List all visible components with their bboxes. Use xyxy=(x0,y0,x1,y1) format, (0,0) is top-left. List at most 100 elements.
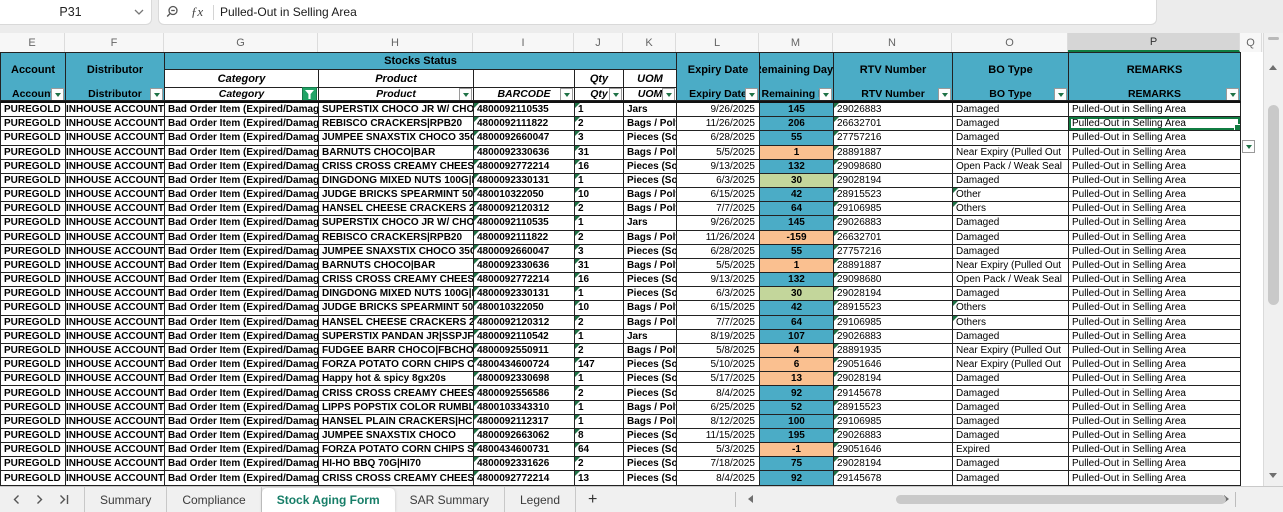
cell-category[interactable]: Bad Order Item (Expired/Damage xyxy=(165,301,319,316)
cell-account[interactable]: PUREGOLD xyxy=(1,329,66,344)
cell-barcode[interactable]: 4800092330131 xyxy=(474,287,575,302)
cell-product[interactable]: BARNUTS CHOCO|BAR xyxy=(319,258,474,274)
cell-bo_type[interactable]: Open Pack / Weak Seal xyxy=(953,159,1069,174)
cell-days[interactable]: 100 xyxy=(760,414,834,429)
cell-barcode[interactable]: 4800092772214 xyxy=(474,471,575,486)
cell-days[interactable]: -159 xyxy=(760,230,834,245)
cell-barcode[interactable]: 4800092550911 xyxy=(474,343,575,359)
cell-distributor[interactable]: INHOUSE ACCOUNT xyxy=(66,117,165,132)
cell-days[interactable]: 92 xyxy=(760,471,834,486)
cell-category[interactable]: Bad Order Item (Expired/Damage xyxy=(165,414,319,429)
cell-account[interactable]: PUREGOLD xyxy=(1,457,66,472)
cell-distributor[interactable]: INHOUSE ACCOUNT xyxy=(66,145,165,160)
tab-stock-aging-form[interactable]: Stock Aging Form xyxy=(261,488,395,512)
cell-product[interactable]: CRISS CROSS CREAMY CHEESE 20G| xyxy=(319,471,474,486)
cell-barcode[interactable]: 4800092330131 xyxy=(474,173,575,189)
cell-barcode[interactable]: 4800434600731 xyxy=(474,443,575,458)
cell-uom[interactable]: Pieces (Sol xyxy=(624,372,677,387)
column-letter-G[interactable]: G xyxy=(164,33,318,52)
cell-days[interactable]: 30 xyxy=(760,287,834,302)
filter-dropdown-extra[interactable] xyxy=(1242,140,1255,153)
cell-product[interactable]: REBISCO CRACKERS|RPB20 xyxy=(319,230,474,245)
cell-product[interactable]: DINGDONG MIXED NUTS 100G|DD xyxy=(319,173,474,189)
cell-days[interactable]: 42 xyxy=(760,188,834,203)
add-sheet-button[interactable]: + xyxy=(588,490,598,508)
cell-days[interactable]: 6 xyxy=(760,358,834,373)
cell-category[interactable]: Bad Order Item (Expired/Damage xyxy=(165,173,319,189)
column-letter-L[interactable]: L xyxy=(676,33,759,52)
cell-distributor[interactable]: INHOUSE ACCOUNT xyxy=(66,273,165,288)
cell-qty[interactable]: 1 xyxy=(575,173,624,189)
cell-remarks[interactable]: Pulled-Out in Selling Area xyxy=(1069,131,1241,146)
cell-days[interactable]: 132 xyxy=(760,159,834,174)
cell-qty[interactable]: 1 xyxy=(575,400,624,415)
cell-expiry[interactable]: 6/15/2025 xyxy=(677,301,760,316)
cell-bo_type[interactable]: Damaged xyxy=(953,216,1069,231)
column-letter-J[interactable]: J xyxy=(574,33,623,52)
cell-expiry[interactable]: 9/26/2025 xyxy=(677,103,760,118)
cell-bo_type[interactable]: Damaged xyxy=(953,173,1069,189)
column-letter-K[interactable]: K xyxy=(623,33,676,52)
cell-product[interactable]: SUPERSTIX CHOCO JR W/ CHOCO D xyxy=(319,216,474,231)
cell-barcode[interactable]: 4800092772214 xyxy=(474,159,575,174)
header-distributor[interactable]: Distributor xyxy=(66,53,165,88)
cell-days[interactable]: 55 xyxy=(760,244,834,259)
scroll-up-icon[interactable] xyxy=(1269,65,1277,70)
cell-barcode[interactable]: 4800092111822 xyxy=(474,230,575,245)
cell-qty[interactable]: 2 xyxy=(575,315,624,330)
cell-expiry[interactable]: 5/5/2025 xyxy=(677,258,760,274)
cell-distributor[interactable]: INHOUSE ACCOUNT xyxy=(66,244,165,259)
cell-days[interactable]: 145 xyxy=(760,103,834,118)
cell-qty[interactable]: 1 xyxy=(575,103,624,118)
cell-qty[interactable]: 1 xyxy=(575,287,624,302)
cell-account[interactable]: PUREGOLD xyxy=(1,273,66,288)
cell-bo_type[interactable]: Damaged xyxy=(953,117,1069,132)
header-barcode-blank[interactable] xyxy=(474,70,575,88)
cell-rtv[interactable]: 27757216 xyxy=(834,131,953,146)
cell-expiry[interactable]: 7/7/2025 xyxy=(677,315,760,330)
cell-barcode[interactable]: 4800092772214 xyxy=(474,273,575,288)
cell-account[interactable]: PUREGOLD xyxy=(1,258,66,274)
cell-rtv[interactable]: 26632701 xyxy=(834,230,953,245)
cell-product[interactable]: FORZA POTATO CORN CHIPS SOUR ( xyxy=(319,443,474,458)
cell-account[interactable]: PUREGOLD xyxy=(1,301,66,316)
cell-account[interactable]: PUREGOLD xyxy=(1,103,66,118)
cell-remarks[interactable]: Pulled-Out in Selling Area xyxy=(1069,188,1241,203)
cell-expiry[interactable]: 9/26/2025 xyxy=(677,216,760,231)
cell-qty[interactable]: 3 xyxy=(575,131,624,146)
cell-days[interactable]: 132 xyxy=(760,273,834,288)
cell-uom[interactable]: Bags / Poly xyxy=(624,400,677,415)
cell-qty[interactable]: 16 xyxy=(575,273,624,288)
cell-distributor[interactable]: INHOUSE ACCOUNT xyxy=(66,258,165,274)
cell-distributor[interactable]: INHOUSE ACCOUNT xyxy=(66,471,165,486)
tab-nav-last-icon[interactable] xyxy=(58,494,70,505)
chevron-down-icon[interactable] xyxy=(127,0,151,24)
cell-uom[interactable]: Pieces (Sol xyxy=(624,131,677,146)
column-letter-H[interactable]: H xyxy=(318,33,473,52)
tab-compliance[interactable]: Compliance xyxy=(167,487,262,512)
tab-nav-next-icon[interactable] xyxy=(35,494,44,505)
cell-days[interactable]: 42 xyxy=(760,301,834,316)
cell-bo_type[interactable]: Damaged xyxy=(953,386,1069,401)
filter-dropdown-icon[interactable] xyxy=(819,88,832,100)
cell-uom[interactable]: Bags / Poly xyxy=(624,315,677,330)
scroll-right-icon[interactable] xyxy=(1224,495,1229,503)
cell-rtv[interactable]: 29106985 xyxy=(834,414,953,429)
cell-remarks[interactable]: Pulled-Out in Selling Area xyxy=(1069,258,1241,274)
cell-barcode[interactable]: 4800092110535 xyxy=(474,103,575,118)
column-letter-P[interactable]: P xyxy=(1068,33,1240,52)
cell-remarks[interactable]: Pulled-Out in Selling Area xyxy=(1069,358,1241,373)
cell-bo_type[interactable]: Others xyxy=(953,315,1069,330)
cell-expiry[interactable]: 7/7/2025 xyxy=(677,202,760,217)
cell-account[interactable]: PUREGOLD xyxy=(1,386,66,401)
cell-qty[interactable]: 2 xyxy=(575,457,624,472)
cell-uom[interactable]: Pieces (Sol xyxy=(624,428,677,444)
cell-product[interactable]: CRISS CROSS CREAMY CHEESE 71G| xyxy=(319,386,474,401)
cell-category[interactable]: Bad Order Item (Expired/Damage xyxy=(165,244,319,259)
cell-expiry[interactable]: 9/13/2025 xyxy=(677,159,760,174)
cell-rtv[interactable]: 29098680 xyxy=(834,273,953,288)
cell-distributor[interactable]: INHOUSE ACCOUNT xyxy=(66,301,165,316)
cell-remarks[interactable]: Pulled-Out in Selling Area xyxy=(1069,202,1241,217)
cell-expiry[interactable]: 11/26/2024 xyxy=(677,230,760,245)
cell-remarks[interactable]: Pulled-Out in Selling Area xyxy=(1069,457,1241,472)
